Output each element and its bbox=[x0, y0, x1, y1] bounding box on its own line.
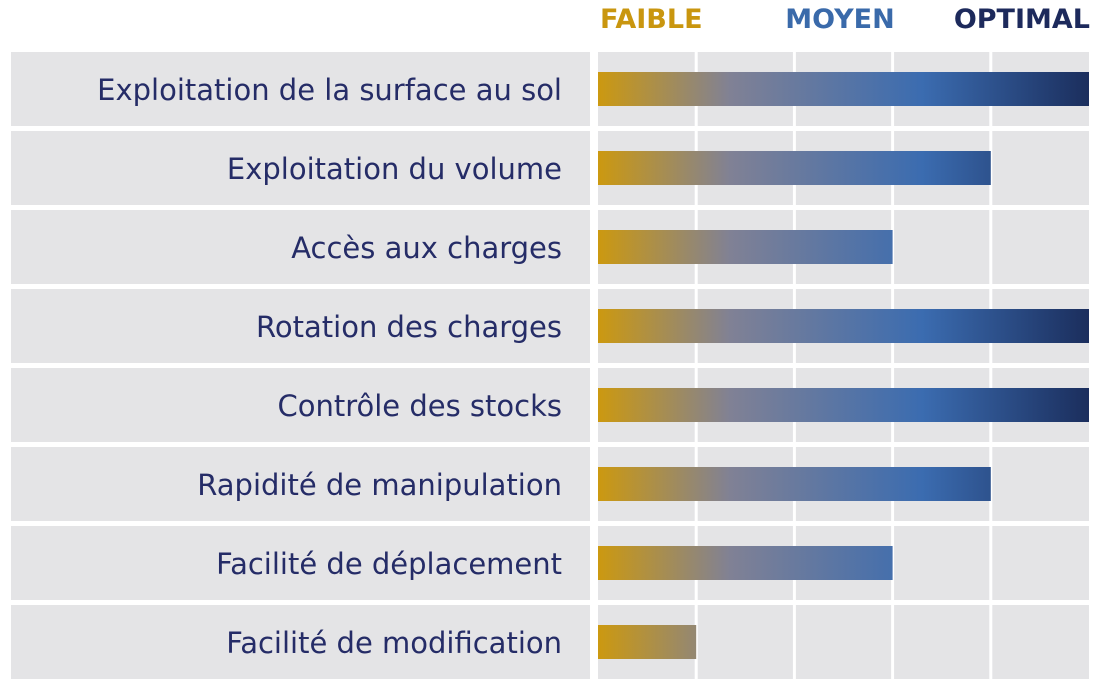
scale-label-optimal: OPTIMAL bbox=[954, 4, 1090, 35]
row-label-background bbox=[11, 210, 590, 284]
bar bbox=[598, 309, 1089, 343]
category-label: Rotation des charges bbox=[256, 310, 562, 344]
scale-label-moyen: MOYEN bbox=[785, 4, 894, 35]
bars bbox=[598, 72, 1089, 659]
bar bbox=[598, 625, 697, 659]
category-label: Facilité de déplacement bbox=[216, 547, 562, 581]
category-label: Exploitation du volume bbox=[227, 152, 562, 186]
row-label-background bbox=[11, 52, 590, 126]
scale-header: FAIBLE MOYEN OPTIMAL bbox=[600, 4, 1090, 35]
bar bbox=[598, 546, 893, 580]
bar bbox=[598, 230, 893, 264]
row-label-background bbox=[11, 447, 590, 521]
category-label: Rapidité de manipulation bbox=[197, 468, 562, 502]
scale-label-faible: FAIBLE bbox=[600, 4, 703, 35]
bar bbox=[598, 388, 1089, 422]
category-label: Exploitation de la surface au sol bbox=[97, 73, 562, 107]
row-label-background bbox=[11, 526, 590, 600]
category-label: Accès aux charges bbox=[291, 231, 562, 265]
category-labels: Exploitation de la surface au sol Exploit… bbox=[97, 73, 562, 660]
bar bbox=[598, 72, 1089, 106]
category-label: Facilité de modification bbox=[226, 626, 562, 660]
row-label-background bbox=[11, 289, 590, 363]
bar bbox=[598, 151, 991, 185]
row-backgrounds bbox=[11, 52, 1089, 679]
category-label: Contrôle des stocks bbox=[277, 389, 562, 423]
row-label-background bbox=[11, 605, 590, 679]
bar bbox=[598, 467, 991, 501]
row-label-background bbox=[11, 368, 590, 442]
row-label-background bbox=[11, 131, 590, 205]
